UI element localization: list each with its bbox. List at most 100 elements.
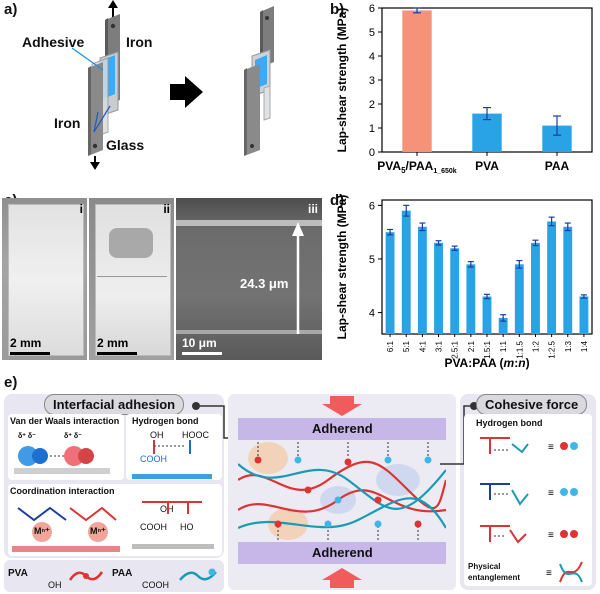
iron-top-label: Iron	[126, 34, 153, 50]
chart-b-ytick-label: 0	[369, 147, 375, 159]
chart-d-xtick-label: 1:3	[564, 340, 573, 352]
chart-d-xtick-label: 1:1.5	[515, 340, 524, 358]
chart-d-ytick-label: 4	[369, 308, 375, 320]
metal-1: Mⁿ⁺	[34, 526, 50, 536]
sem-image-ii: ii	[89, 198, 174, 360]
chart-d-xlabel: PVA:PAA (m:n)	[444, 356, 529, 370]
scale-iii-text: 10 μm	[182, 336, 217, 350]
scale-bar-iii	[182, 352, 222, 355]
hbond-cooh-2: COOH	[140, 522, 167, 532]
adherend-bottom-bar	[238, 542, 446, 564]
chart-b-ytick-label: 5	[369, 27, 375, 39]
chart-d-xtick-label: 1:4	[580, 340, 589, 352]
chart-d-xtick-label: 5:1	[402, 340, 411, 352]
lap-shear-schematic	[71, 0, 274, 170]
panel-d-label: d)	[330, 192, 345, 209]
sem-ii-roman: ii	[163, 202, 170, 216]
adherend-top-label: Adherend	[312, 421, 373, 436]
hbond-left-label: Hydrogen bond	[132, 416, 199, 426]
panel-e-label: e)	[4, 374, 18, 391]
scale-bar-i	[10, 352, 50, 355]
chart-d-xtick-label: 2.5:1	[451, 340, 460, 358]
chart-d: 4 5 6 Lap-shear strength (MPa) 6:1 5:1 4:1 3:1 2…	[335, 195, 593, 370]
glass-label: Glass	[106, 137, 145, 153]
chart-b-ytick-label: 4	[369, 51, 375, 63]
thickness-label: 24.3 μm	[240, 276, 289, 291]
chart-d-xtick-label: 1:1	[499, 340, 508, 352]
chart-d-xtick-label: 1:2.5	[548, 340, 557, 358]
chart-d-xtick-label: 4:1	[418, 340, 427, 352]
structure-legend-box	[4, 560, 224, 592]
hbond-right-label: Hydrogen bond	[476, 418, 543, 428]
cohesive-diagrams: ≡ ≡ ≡	[480, 437, 578, 544]
chart-d-bar	[466, 264, 476, 334]
pva-chain-icon	[68, 571, 104, 581]
chart-d-bar	[434, 242, 443, 334]
bottom-pressure-arrow	[322, 568, 362, 588]
svg-text:≡: ≡	[548, 488, 554, 499]
panel-b-label: b)	[330, 1, 345, 18]
chart-b-xtick-label: PAA	[545, 159, 570, 173]
hbond-cooh: COOH	[140, 454, 167, 464]
chart-d-bar	[514, 264, 524, 334]
vdw-diagram: δ⁺ δ⁻ δ⁺ δ⁻	[14, 433, 110, 474]
pva-oh: OH	[48, 580, 62, 590]
polymer-network	[238, 442, 446, 540]
entanglement-label: entanglement	[468, 573, 521, 582]
chart-d-bar	[547, 221, 557, 334]
entanglement-icon: ≡	[546, 561, 583, 583]
pva-label: PVA	[8, 568, 28, 579]
chart-b-xtick-label: PVA5/PAA1_650k	[377, 159, 456, 175]
chart-b: 0 1 2 3 4 5 6 Lap-shear strength (MPa) PVA5/PAA1…	[335, 3, 593, 175]
chart-d-bar	[482, 296, 492, 334]
adhesive-label: Adhesive	[22, 34, 85, 50]
chart-b-ytick-label: 3	[369, 75, 375, 87]
thickness-arrow	[292, 222, 304, 334]
physical-label: Physical	[468, 562, 501, 571]
iron-bottom-label: Iron	[54, 115, 81, 131]
chart-d-bar	[579, 296, 589, 334]
chart-b-bar	[402, 10, 432, 153]
hbond-hooc: HOOC	[182, 430, 209, 440]
hbond-oh-1: OH	[150, 430, 164, 440]
hbond-left-diagram	[132, 440, 212, 479]
inner-cohesive-box	[464, 414, 592, 586]
sem-image-i: i	[2, 198, 87, 360]
top-pressure-arrow	[322, 396, 362, 416]
chart-d-xtick-label: 2:1	[467, 340, 476, 352]
inner-hbond-box	[126, 414, 222, 480]
hbond-left-diagram-2	[132, 501, 214, 549]
chart-b-ytick-label: 6	[369, 3, 375, 15]
sem-iii-roman: iii	[307, 202, 318, 216]
chart-b-xtick-label: PVA	[475, 159, 499, 173]
panel-a-label: a)	[4, 1, 18, 18]
paa-chain-icon	[179, 568, 217, 581]
chart-d-ylabel: Lap-shear strength (MPa)	[335, 195, 349, 340]
chart-d-bar	[531, 242, 540, 334]
chart-d-ytick-label: 5	[369, 254, 375, 266]
chart-b-ytick-label: 2	[369, 99, 375, 111]
coordination-label: Coordination interaction	[10, 486, 115, 496]
paa-label: PAA	[112, 568, 133, 579]
chart-d-xtick-label: 6:1	[386, 340, 395, 352]
svg-text:≡: ≡	[546, 568, 552, 579]
sem-i-roman: i	[79, 202, 83, 216]
chart-d-bar	[401, 210, 411, 334]
chart-d-xtick-label: 1:2	[531, 340, 540, 352]
svg-text:≡: ≡	[548, 442, 554, 453]
chart-d-bar	[417, 226, 427, 334]
cohesive-title: Cohesive force	[476, 394, 588, 415]
chart-d-ytick-label: 6	[369, 200, 375, 212]
chart-d-bar	[498, 317, 508, 334]
paa-cooh: COOH	[142, 580, 169, 590]
svg-text:δ⁺ δ⁻: δ⁺ δ⁻	[64, 433, 82, 440]
adherend-top-bar	[238, 418, 446, 440]
chart-d-xtick-label: 1.5:1	[483, 340, 492, 358]
hbond-ho: HO	[180, 522, 194, 532]
chart-b-ytick-label: 1	[369, 123, 375, 135]
svg-text:≡: ≡	[548, 530, 554, 541]
scale-bar-ii	[97, 352, 137, 355]
scale-ii-text: 2 mm	[97, 336, 129, 350]
hbond-oh-2: OH	[160, 504, 174, 514]
svg-text:δ⁺ δ⁻: δ⁺ δ⁻	[18, 433, 36, 440]
